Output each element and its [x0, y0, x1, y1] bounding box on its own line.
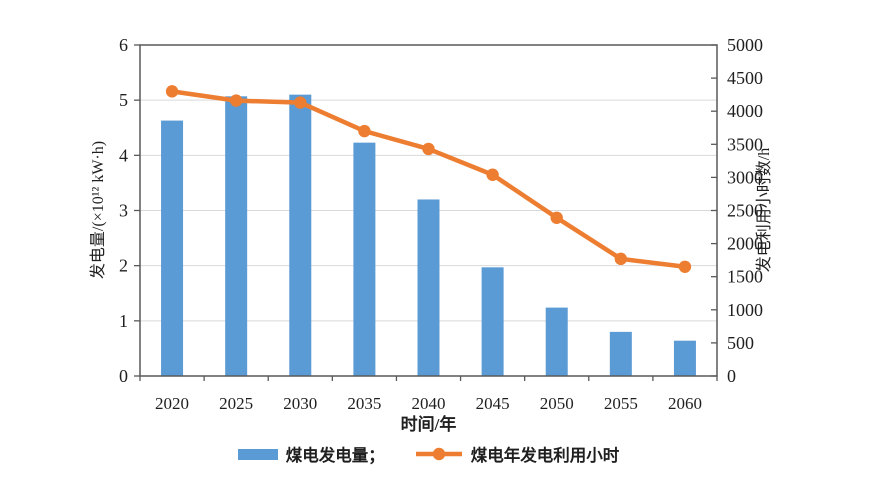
right-tick-label: 0: [727, 366, 736, 386]
left-tick-label: 5: [119, 90, 128, 110]
right-tick-label: 2000: [727, 234, 763, 254]
bar-2045: [481, 267, 504, 376]
bar-2050: [545, 307, 568, 376]
line-series-label: 煤电年发电利用小时: [470, 446, 620, 465]
x-tick-label: 2040: [412, 394, 446, 413]
bar-2035: [353, 142, 376, 376]
right-tick-label: 3000: [727, 167, 763, 187]
bar-2055: [609, 331, 632, 376]
line-marker-2045: [486, 168, 499, 181]
right-tick-label: 1000: [727, 300, 763, 320]
line-marker-2050: [550, 211, 563, 224]
x-tick-label: 2060: [668, 394, 702, 413]
right-tick-label: 4000: [727, 101, 763, 121]
right-tick-label: 1500: [727, 267, 763, 287]
left-tick-label: 6: [119, 35, 128, 55]
line-marker-2060: [678, 260, 692, 273]
left-tick-label: 0: [119, 366, 128, 386]
x-tick-label: 2025: [219, 394, 253, 413]
bar-2030: [289, 94, 312, 377]
left-tick-label: 3: [119, 201, 128, 221]
line-marker-2055: [614, 252, 628, 266]
line-marker-2020: [165, 85, 179, 98]
x-tick-label: 2045: [476, 394, 510, 413]
x-tick-label: 2050: [540, 394, 574, 413]
right-tick-label: 2500: [727, 201, 763, 221]
right-tick-label: 3500: [727, 134, 763, 154]
bar-2040: [417, 199, 440, 376]
line-marker-2025: [229, 94, 243, 107]
line-marker-2040: [422, 142, 435, 156]
x-tick-label: 2030: [283, 394, 317, 413]
x-axis-title: 时间/年: [401, 414, 457, 434]
left-tick-label: 2: [119, 256, 128, 276]
bar-2025: [225, 96, 248, 377]
legend-dot-glyph: [432, 447, 445, 461]
line-series-swatch-icon: [415, 447, 462, 461]
bar-2060: [673, 340, 696, 376]
right-axis-title: 发电利用小时数/h: [755, 148, 773, 272]
right-tick-label: 5000: [727, 35, 763, 55]
bar-2020: [161, 120, 184, 376]
x-tick-label: 2035: [347, 394, 381, 413]
left-tick-label: 4: [119, 145, 128, 165]
legend-item-line-series: 煤电年发电利用小时: [415, 442, 620, 466]
x-tick-label: 2055: [604, 394, 638, 413]
right-tick-label: 500: [727, 333, 754, 353]
left-tick-label: 1: [119, 311, 128, 331]
line-marker-2035: [358, 124, 371, 138]
right-tick-label: 4500: [727, 68, 763, 88]
chart-legend: 煤电发电量； 煤电年发电利用小时: [140, 442, 717, 466]
x-tick-label: 2020: [155, 394, 189, 413]
bar-series-label: 煤电发电量；: [285, 446, 385, 465]
line-marker-2030: [294, 96, 307, 109]
left-axis-title: 发电量/(×10¹² kW·h): [89, 141, 107, 279]
legend-item-bar-series: 煤电发电量；: [237, 442, 385, 466]
bar-series-swatch-icon: [237, 448, 278, 460]
